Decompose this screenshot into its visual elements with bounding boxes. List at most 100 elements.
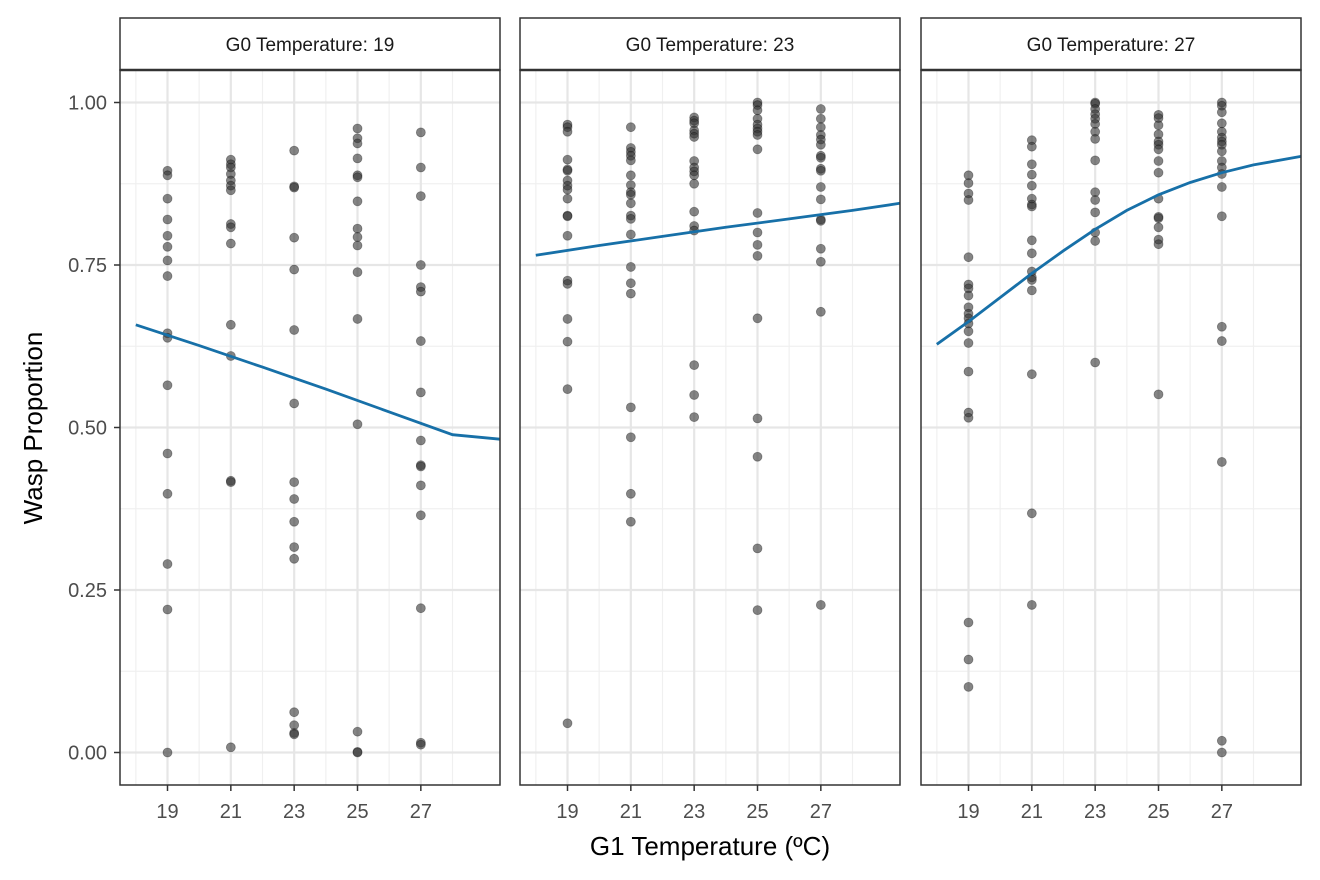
data-point [1026, 275, 1037, 285]
data-point [352, 240, 363, 251]
facet-panel: G0 Temperature: 19 19 21 23 25 27 0.00 0.25 0.50… [68, 17, 501, 823]
data-point [815, 113, 826, 124]
data-point [415, 739, 426, 750]
data-point [289, 707, 300, 718]
data-point [752, 605, 763, 616]
data-point [625, 402, 636, 413]
data-point [1216, 146, 1227, 157]
data-point [562, 718, 573, 729]
strip-background [119, 17, 501, 71]
data-point [963, 617, 974, 628]
data-point [415, 480, 426, 491]
data-point [352, 172, 363, 183]
data-point [1090, 207, 1101, 218]
strip-background [519, 17, 901, 71]
data-point [815, 215, 826, 226]
data-point [1153, 144, 1164, 155]
data-point [1026, 600, 1037, 610]
data-point [752, 227, 763, 238]
data-point [162, 193, 173, 204]
data-point [963, 412, 974, 423]
data-point [289, 542, 300, 552]
data-point [289, 232, 300, 243]
data-point [752, 451, 763, 462]
data-point [289, 494, 300, 504]
data-point [562, 230, 573, 241]
data-point [963, 290, 974, 301]
x-tick-label: 21 [220, 801, 242, 823]
data-point [1216, 321, 1227, 332]
x-tick-label: 23 [1084, 801, 1106, 823]
data-point [415, 127, 426, 138]
data-point [352, 419, 363, 430]
data-point [689, 206, 700, 217]
panels-layer: G0 Temperature: 19 19 21 23 25 27 0.00 0.25 0.50… [68, 17, 1302, 823]
data-point [963, 195, 974, 205]
data-point [562, 126, 573, 137]
data-point [562, 154, 573, 165]
data-point [562, 314, 573, 324]
data-point [352, 267, 363, 278]
x-axis-title: G1 Temperature (ºC) [590, 831, 830, 861]
data-point [352, 232, 363, 242]
data-point [1153, 213, 1164, 224]
data-point [162, 170, 173, 181]
x-tick-label: 27 [810, 801, 832, 823]
data-point [1090, 133, 1101, 144]
data-point [415, 336, 426, 346]
data-point [815, 600, 826, 610]
data-point [625, 288, 636, 299]
data-point [752, 239, 763, 250]
data-point [963, 178, 974, 189]
data-point [562, 384, 573, 395]
data-point [625, 262, 636, 272]
data-point [1153, 389, 1164, 400]
data-point [625, 213, 636, 224]
data-point [562, 184, 573, 195]
data-point [815, 194, 826, 205]
x-tick-label: 25 [746, 801, 768, 823]
x-tick-label: 25 [1147, 801, 1169, 823]
data-point [289, 182, 300, 193]
x-tick-label: 19 [957, 801, 979, 823]
facet-panel: G0 Temperature: 23 19 21 23 25 27 [519, 17, 901, 823]
data-point [625, 488, 636, 499]
data-point [689, 360, 700, 371]
data-point [162, 255, 173, 266]
data-point [752, 208, 763, 218]
data-point [162, 559, 173, 569]
x-tick-label: 23 [683, 801, 705, 823]
data-point [815, 104, 826, 114]
data-point [1216, 735, 1227, 746]
data-point [1153, 239, 1164, 250]
data-point [963, 338, 974, 348]
data-point [225, 742, 236, 753]
y-tick-label: 0.75 [68, 255, 107, 277]
strip-label: G0 Temperature: 19 [226, 35, 395, 56]
strip-label: G0 Temperature: 23 [626, 35, 795, 56]
x-tick-label: 27 [410, 801, 432, 823]
data-point [225, 222, 236, 233]
data-point [1026, 235, 1037, 246]
data-point [815, 182, 826, 192]
data-point [752, 144, 763, 155]
data-point [625, 229, 636, 240]
data-point [752, 413, 763, 424]
y-tick-label: 0.50 [68, 418, 107, 440]
data-point [1216, 182, 1227, 192]
data-point [162, 604, 173, 615]
data-point [963, 252, 974, 263]
data-point [415, 461, 426, 472]
fit-line [535, 201, 901, 257]
data-point [625, 278, 636, 289]
data-point [1026, 508, 1037, 519]
data-point [162, 488, 173, 499]
data-point [289, 553, 300, 564]
y-axis-title: Wasp Proportion [18, 332, 48, 525]
data-point [289, 729, 300, 740]
x-tick-label: 19 [156, 801, 178, 823]
data-point [1216, 457, 1227, 467]
data-point [1153, 156, 1164, 166]
data-point [225, 238, 236, 249]
